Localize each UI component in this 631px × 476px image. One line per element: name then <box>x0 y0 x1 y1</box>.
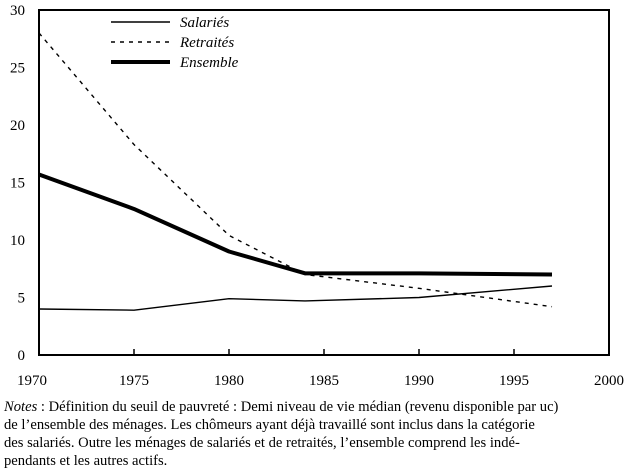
y-tick-label: 15 <box>10 176 25 192</box>
notes-line-3: des salariés. Outre les ménages de salar… <box>4 435 520 451</box>
notes-label: Notes <box>4 399 38 415</box>
legend-label: Ensemble <box>179 55 239 71</box>
line-chart: 0 5 10 15 20 25 30 1970 1975 1980 1985 1990 1995 2000… <box>10 3 624 389</box>
series-line-salariés <box>38 285 553 311</box>
y-tick-label: 5 <box>18 291 26 307</box>
y-tick-label: 0 <box>18 348 26 364</box>
series-line-ensemble <box>38 172 553 277</box>
notes-text: : Définition du seuil de pauvreté : Demi… <box>37 399 559 415</box>
series-line-retraités <box>38 32 553 308</box>
x-tick-label: 1970 <box>17 373 47 389</box>
notes-line-1: Notes : Définition du seuil de pauvreté … <box>4 398 628 416</box>
x-tick-label: 1990 <box>404 373 434 389</box>
x-tick-label: 2000 <box>594 373 624 389</box>
y-tick-label: 30 <box>10 3 25 19</box>
notes-line-4: pendants et les autres actifs. <box>4 453 168 469</box>
x-tick-label: 1980 <box>214 373 244 389</box>
legend-label: Salariés <box>180 15 229 31</box>
y-tick-label: 10 <box>10 233 25 249</box>
chart-notes: Notes : Définition du seuil de pauvreté … <box>4 398 628 470</box>
y-tick-label: 20 <box>10 118 25 134</box>
x-tick-label: 1975 <box>119 373 149 389</box>
notes-line-2: de l’ensemble des ménages. Les chômeurs … <box>4 417 535 433</box>
x-tick-label: 1985 <box>309 373 339 389</box>
x-tick-label: 1995 <box>499 373 529 389</box>
y-tick-label: 25 <box>10 61 25 77</box>
legend-label: Retraités <box>179 35 234 51</box>
